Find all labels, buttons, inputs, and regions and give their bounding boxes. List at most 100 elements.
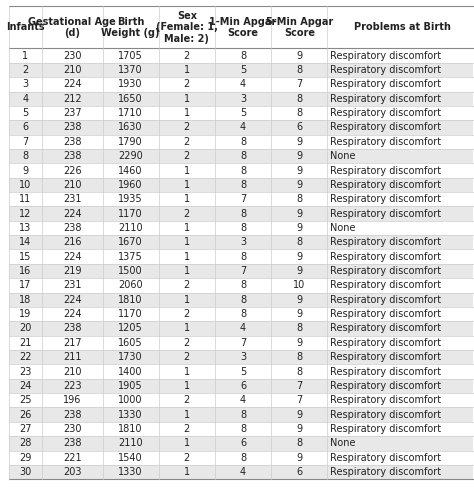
Text: 221: 221	[63, 453, 82, 463]
Text: 7: 7	[296, 381, 302, 391]
Text: 30: 30	[19, 467, 31, 477]
Text: 8: 8	[296, 65, 302, 75]
Text: 14: 14	[19, 238, 31, 248]
Text: 3: 3	[240, 238, 246, 248]
Text: 5: 5	[240, 367, 246, 376]
Text: 9: 9	[296, 180, 302, 190]
Text: 4: 4	[240, 395, 246, 405]
Text: 226: 226	[63, 165, 82, 175]
Text: 26: 26	[19, 410, 31, 420]
Text: Respiratory discomfort: Respiratory discomfort	[330, 338, 441, 348]
Text: 238: 238	[63, 137, 82, 147]
Text: 8: 8	[240, 137, 246, 147]
Text: 1: 1	[184, 180, 190, 190]
Text: 10: 10	[293, 280, 305, 290]
Text: 1650: 1650	[118, 94, 143, 104]
Text: Respiratory discomfort: Respiratory discomfort	[330, 194, 441, 204]
Text: Respiratory discomfort: Respiratory discomfort	[330, 395, 441, 405]
Text: Respiratory discomfort: Respiratory discomfort	[330, 266, 441, 276]
Bar	[9, 393, 474, 407]
Text: 1: 1	[22, 51, 28, 61]
Text: 8: 8	[240, 410, 246, 420]
Text: 2: 2	[184, 137, 190, 147]
Text: 238: 238	[63, 438, 82, 448]
Text: 3: 3	[22, 79, 28, 89]
Bar	[9, 365, 474, 379]
Text: Respiratory discomfort: Respiratory discomfort	[330, 280, 441, 290]
Text: 9: 9	[22, 165, 28, 175]
Bar	[9, 249, 474, 264]
Text: 12: 12	[19, 209, 31, 219]
Text: 2110: 2110	[118, 223, 143, 233]
Text: 9: 9	[296, 295, 302, 305]
Bar	[9, 465, 474, 479]
Text: 2060: 2060	[118, 280, 143, 290]
Text: 224: 224	[63, 309, 82, 319]
Text: 4: 4	[240, 79, 246, 89]
Text: 2: 2	[184, 309, 190, 319]
Text: 1710: 1710	[118, 108, 143, 118]
Text: 8: 8	[240, 223, 246, 233]
Text: 1170: 1170	[118, 209, 143, 219]
Text: 212: 212	[63, 94, 82, 104]
Text: 8: 8	[296, 352, 302, 362]
Text: 231: 231	[63, 194, 82, 204]
Text: 8: 8	[240, 180, 246, 190]
Text: Problems at Birth: Problems at Birth	[354, 22, 451, 32]
Bar	[9, 6, 474, 48]
Text: 238: 238	[63, 324, 82, 334]
Text: 1670: 1670	[118, 238, 143, 248]
Text: 8: 8	[296, 367, 302, 376]
Text: 2: 2	[184, 51, 190, 61]
Text: Respiratory discomfort: Respiratory discomfort	[330, 381, 441, 391]
Text: 1: 1	[184, 467, 190, 477]
Text: 238: 238	[63, 151, 82, 161]
Text: None: None	[330, 151, 355, 161]
Bar	[9, 134, 474, 149]
Text: 1170: 1170	[118, 309, 143, 319]
Text: 9: 9	[296, 309, 302, 319]
Text: 8: 8	[240, 453, 246, 463]
Text: None: None	[330, 438, 355, 448]
Text: Respiratory discomfort: Respiratory discomfort	[330, 209, 441, 219]
Text: 1460: 1460	[118, 165, 143, 175]
Text: 1370: 1370	[118, 65, 143, 75]
Bar	[9, 307, 474, 321]
Bar	[9, 106, 474, 120]
Bar	[9, 77, 474, 92]
Text: 20: 20	[19, 324, 31, 334]
Bar	[9, 293, 474, 307]
Bar	[9, 221, 474, 235]
Text: 230: 230	[63, 51, 82, 61]
Text: 1-Min Apgar
Score: 1-Min Apgar Score	[210, 16, 277, 38]
Text: 1330: 1330	[118, 467, 143, 477]
Text: Infants: Infants	[6, 22, 45, 32]
Text: 1: 1	[184, 324, 190, 334]
Bar	[9, 451, 474, 465]
Text: 210: 210	[63, 367, 82, 376]
Text: 2: 2	[22, 65, 28, 75]
Text: 9: 9	[296, 338, 302, 348]
Text: 216: 216	[63, 238, 82, 248]
Text: Respiratory discomfort: Respiratory discomfort	[330, 123, 441, 132]
Text: 6: 6	[296, 123, 302, 132]
Text: 8: 8	[240, 151, 246, 161]
Text: 8: 8	[296, 438, 302, 448]
Bar	[9, 48, 474, 63]
Text: 1905: 1905	[118, 381, 143, 391]
Text: 8: 8	[22, 151, 28, 161]
Text: 24: 24	[19, 381, 31, 391]
Text: 2: 2	[184, 123, 190, 132]
Bar	[9, 120, 474, 134]
Text: 1: 1	[184, 165, 190, 175]
Text: 1705: 1705	[118, 51, 143, 61]
Text: 211: 211	[63, 352, 82, 362]
Bar	[9, 63, 474, 77]
Text: 2: 2	[184, 424, 190, 434]
Text: Respiratory discomfort: Respiratory discomfort	[330, 94, 441, 104]
Text: 1730: 1730	[118, 352, 143, 362]
Text: 27: 27	[19, 424, 31, 434]
Text: 238: 238	[63, 223, 82, 233]
Text: 231: 231	[63, 280, 82, 290]
Text: 18: 18	[19, 295, 31, 305]
